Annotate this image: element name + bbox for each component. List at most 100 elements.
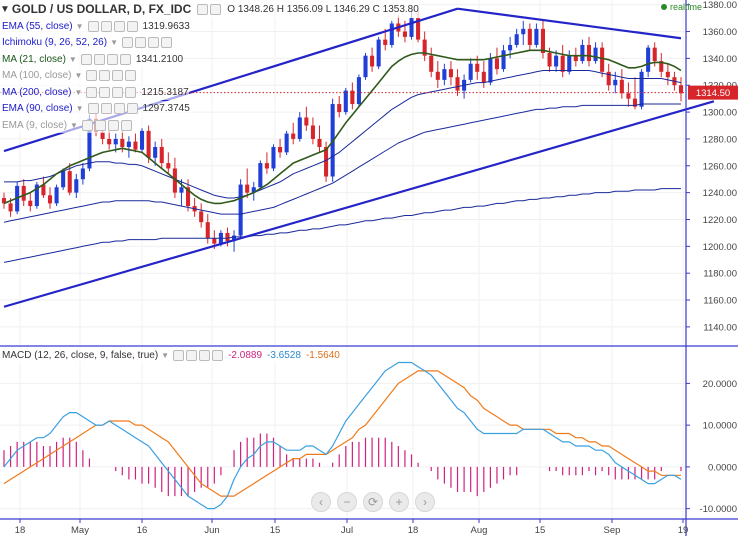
candle[interactable] bbox=[659, 53, 664, 78]
candle-body[interactable] bbox=[284, 133, 289, 153]
candle[interactable] bbox=[21, 179, 26, 207]
close-icon[interactable] bbox=[126, 20, 138, 32]
candle-body[interactable] bbox=[317, 138, 322, 147]
chevron-down-icon[interactable]: ▼ bbox=[161, 350, 170, 360]
candle[interactable] bbox=[153, 141, 158, 166]
eye-icon[interactable] bbox=[197, 3, 209, 15]
add-icon[interactable] bbox=[113, 103, 125, 114]
indicator-legend-0[interactable]: EMA (55, close) ▼ 1319.9633 bbox=[0, 18, 190, 34]
settings-icon[interactable] bbox=[100, 103, 112, 114]
candle[interactable] bbox=[580, 39, 585, 64]
candle-body[interactable] bbox=[494, 58, 499, 70]
chevron-down-icon[interactable]: ▼ bbox=[75, 104, 84, 113]
chevron-down-icon[interactable]: ▼ bbox=[68, 54, 77, 64]
candle[interactable] bbox=[28, 192, 33, 212]
candle[interactable] bbox=[468, 58, 473, 83]
candle-body[interactable] bbox=[153, 146, 158, 158]
candle-body[interactable] bbox=[205, 222, 210, 239]
candle[interactable] bbox=[521, 20, 526, 45]
chevron-down-icon[interactable]: ▼ bbox=[74, 87, 83, 97]
candle[interactable] bbox=[41, 176, 46, 199]
close-icon[interactable] bbox=[160, 37, 172, 48]
indicator-legend-2[interactable]: MA (21, close) ▼ 1341.2100 bbox=[0, 51, 184, 67]
candle-body[interactable] bbox=[87, 118, 92, 169]
candle-body[interactable] bbox=[113, 138, 118, 145]
chevron-down-icon[interactable]: ▼ bbox=[75, 21, 84, 31]
candle[interactable] bbox=[600, 42, 605, 78]
candle-body[interactable] bbox=[540, 28, 546, 54]
candle[interactable] bbox=[540, 20, 546, 59]
trendline-lower-rising[interactable] bbox=[3, 100, 715, 308]
close-icon[interactable] bbox=[120, 119, 132, 131]
close-icon[interactable] bbox=[126, 103, 138, 114]
candle-body[interactable] bbox=[74, 179, 79, 193]
zoom-navigation[interactable]: ‹ − ⟳ + › bbox=[311, 492, 435, 512]
candle-body[interactable] bbox=[225, 232, 230, 241]
candle[interactable] bbox=[310, 117, 315, 145]
eye-icon[interactable] bbox=[121, 37, 133, 48]
candle-body[interactable] bbox=[100, 132, 105, 139]
candle-body[interactable] bbox=[442, 69, 447, 80]
candle[interactable] bbox=[47, 187, 53, 209]
indicator-controls[interactable] bbox=[86, 86, 137, 98]
candle-body[interactable] bbox=[501, 50, 506, 70]
indicator-controls[interactable] bbox=[87, 103, 138, 114]
candle-body[interactable] bbox=[179, 187, 184, 193]
candle[interactable] bbox=[304, 106, 309, 131]
candle-body[interactable] bbox=[468, 63, 473, 80]
candle-body[interactable] bbox=[363, 55, 368, 78]
candle[interactable] bbox=[514, 28, 519, 48]
candle-body[interactable] bbox=[34, 184, 39, 207]
close-icon[interactable] bbox=[125, 86, 137, 98]
ema90-line[interactable] bbox=[3, 103, 681, 223]
candle-body[interactable] bbox=[271, 146, 276, 169]
candle-body[interactable] bbox=[251, 187, 256, 193]
candle[interactable] bbox=[376, 36, 381, 70]
settings-icon[interactable] bbox=[210, 3, 222, 15]
indicator-controls[interactable] bbox=[87, 20, 138, 32]
candle-body[interactable] bbox=[619, 79, 624, 94]
candle[interactable] bbox=[619, 69, 624, 99]
candle-body[interactable] bbox=[389, 23, 394, 45]
add-icon[interactable] bbox=[112, 70, 124, 81]
indicator-legend-4[interactable]: MA (200, close) ▼ 1215.3187 bbox=[0, 84, 189, 100]
candle[interactable] bbox=[501, 44, 506, 72]
candle-body[interactable] bbox=[370, 55, 375, 67]
candle[interactable] bbox=[442, 63, 447, 86]
chevron-right-icon[interactable]: › bbox=[415, 492, 435, 512]
indicator-controls[interactable] bbox=[121, 37, 172, 48]
macd-line[interactable] bbox=[3, 361, 682, 510]
candle-body[interactable] bbox=[586, 44, 592, 62]
time-axis[interactable]: 18 May 16 Jun 15 Jul 18 Aug 15 Sep 19 bbox=[15, 519, 689, 536]
candle[interactable] bbox=[34, 181, 39, 209]
candle[interactable] bbox=[343, 87, 348, 115]
candle-body[interactable] bbox=[120, 138, 125, 147]
candle-body[interactable] bbox=[133, 141, 138, 150]
candle-body[interactable] bbox=[416, 18, 421, 40]
candle-body[interactable] bbox=[107, 138, 112, 145]
candle-body[interactable] bbox=[172, 168, 177, 193]
close-icon[interactable] bbox=[212, 349, 224, 361]
candle-body[interactable] bbox=[350, 90, 355, 105]
candle-body[interactable] bbox=[1, 198, 7, 204]
candle[interactable] bbox=[632, 77, 638, 110]
candle[interactable] bbox=[172, 157, 177, 199]
candle-body[interactable] bbox=[448, 69, 453, 78]
candle[interactable] bbox=[258, 160, 263, 190]
reset-icon[interactable]: ⟳ bbox=[363, 492, 383, 512]
macd-plot[interactable] bbox=[3, 361, 682, 510]
indicator-controls[interactable] bbox=[80, 53, 131, 65]
candle[interactable] bbox=[278, 138, 283, 158]
candle-body[interactable] bbox=[238, 184, 243, 236]
candle-body[interactable] bbox=[534, 28, 539, 45]
candle[interactable] bbox=[61, 168, 66, 190]
candle-body[interactable] bbox=[481, 71, 486, 83]
plus-icon[interactable]: + bbox=[389, 492, 409, 512]
eye-icon[interactable] bbox=[81, 119, 93, 131]
candle[interactable] bbox=[554, 50, 559, 72]
macd-signal-line[interactable] bbox=[3, 370, 681, 497]
candle-body[interactable] bbox=[554, 55, 559, 67]
candle[interactable] bbox=[251, 181, 256, 201]
candle-body[interactable] bbox=[258, 163, 263, 188]
